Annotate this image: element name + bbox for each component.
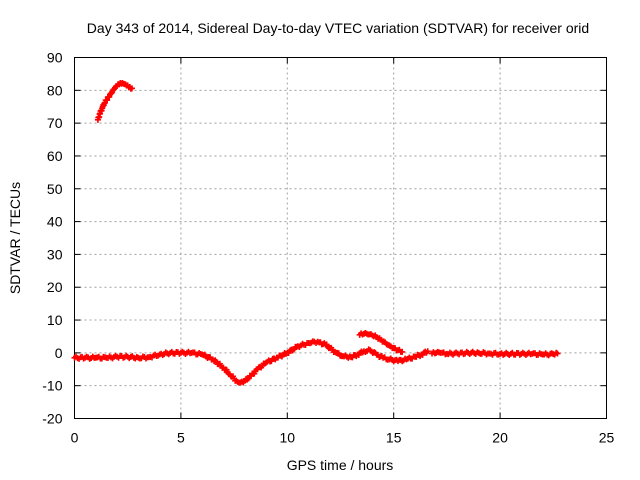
x-tick-label: 5 xyxy=(177,430,185,446)
y-tick-label: -10 xyxy=(42,378,62,394)
x-tick-label: 0 xyxy=(71,430,79,446)
x-tick-label: 10 xyxy=(280,430,296,446)
data-point xyxy=(399,348,406,355)
x-axis-label: GPS time / hours xyxy=(287,457,394,473)
y-tick-label: 30 xyxy=(47,246,63,262)
y-tick-label: 70 xyxy=(47,115,63,131)
x-tick-label: 25 xyxy=(599,430,615,446)
series-main-trace xyxy=(71,338,431,386)
data-points xyxy=(71,79,561,386)
data-point xyxy=(128,85,135,92)
chart-title: Day 343 of 2014, Sidereal Day-to-day VTE… xyxy=(87,20,589,36)
y-tick-label: 0 xyxy=(55,345,63,361)
x-tick-label: 15 xyxy=(386,430,402,446)
series-hump-near-14h xyxy=(356,330,406,355)
data-point xyxy=(424,348,431,355)
y-tick-label: 90 xyxy=(47,50,63,66)
y-tick-label: 80 xyxy=(47,82,63,98)
series-high-arc xyxy=(94,79,135,123)
y-tick-label: 60 xyxy=(47,148,63,164)
series-late-segments xyxy=(429,348,561,359)
y-tick-label: 40 xyxy=(47,214,63,230)
y-tick-label: 50 xyxy=(47,181,63,197)
y-tick-labels: -20 -10 0 10 20 30 40 50 60 70 80 90 xyxy=(42,50,62,427)
y-axis-label: SDTVAR / TECUs xyxy=(7,182,23,294)
axis-ticks xyxy=(74,57,607,419)
y-tick-label: 20 xyxy=(47,279,63,295)
y-tick-label: 10 xyxy=(47,312,63,328)
data-point xyxy=(554,350,561,357)
x-tick-labels: 0 5 10 15 20 25 xyxy=(71,430,615,446)
plot-frame xyxy=(74,57,607,419)
y-tick-label: -20 xyxy=(42,411,62,427)
x-tick-label: 20 xyxy=(492,430,508,446)
